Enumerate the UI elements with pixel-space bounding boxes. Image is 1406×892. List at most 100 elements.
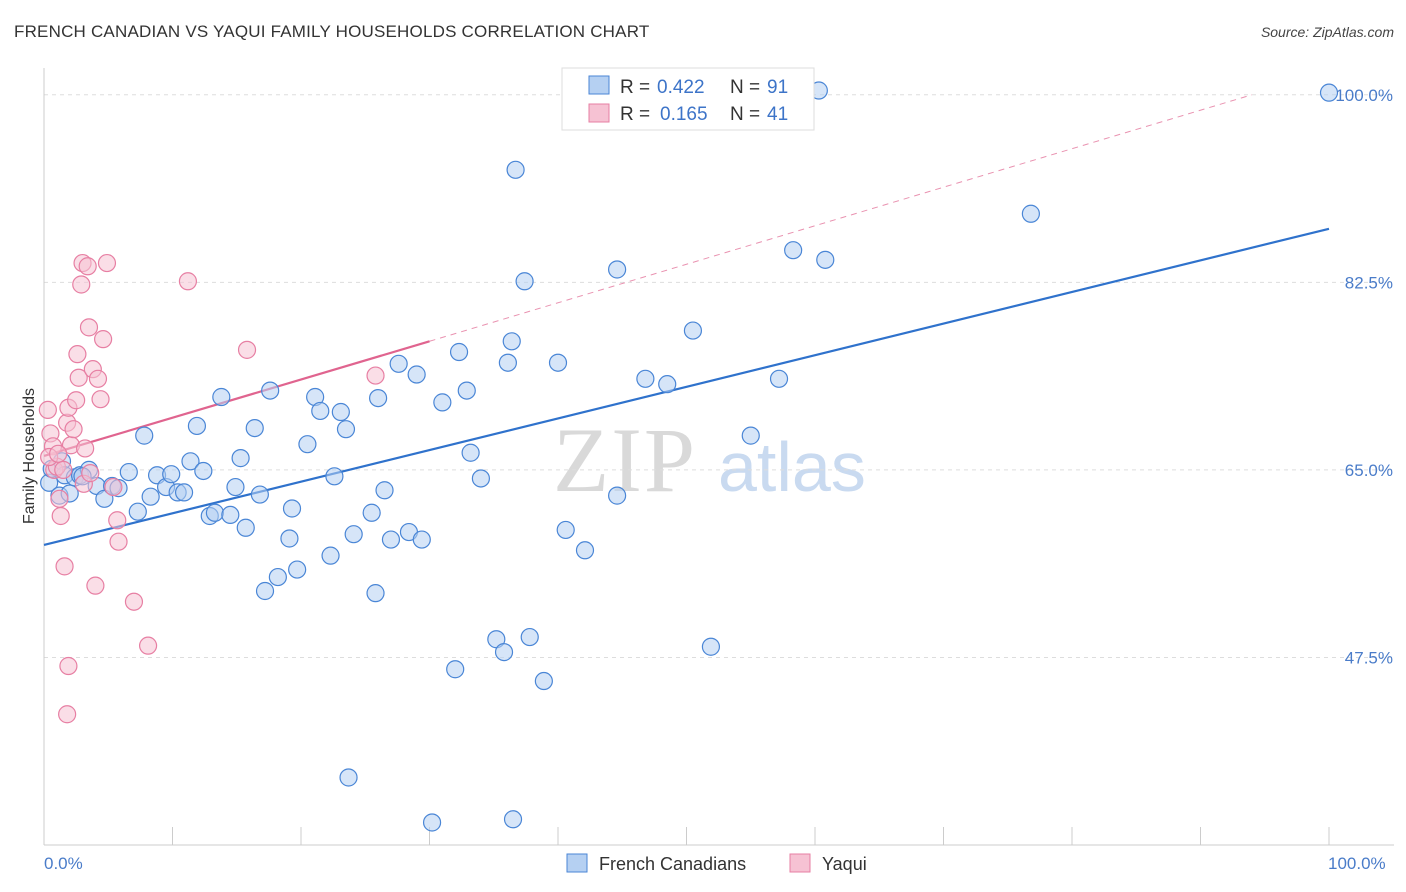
point-french-canadians-26 bbox=[205, 503, 225, 522]
point-french-canadians-52 bbox=[381, 530, 401, 549]
point-french-canadians-14 bbox=[128, 502, 147, 521]
point-french-canadians-71 bbox=[548, 353, 568, 372]
point-french-canadians-62 bbox=[471, 469, 490, 488]
point-yaqui-27 bbox=[94, 330, 113, 349]
point-yaqui-30 bbox=[108, 511, 127, 530]
point-french-canadians-19 bbox=[162, 465, 181, 484]
point-french-canadians-48 bbox=[362, 503, 381, 522]
trend-line-yaqui bbox=[43, 340, 430, 458]
trend-extension-yaqui bbox=[429, 94, 1253, 342]
point-french-canadians-29 bbox=[226, 477, 245, 497]
point-french-canadians-40 bbox=[298, 435, 317, 454]
point-french-canadians-37 bbox=[280, 529, 299, 548]
point-french-canadians-35 bbox=[261, 381, 280, 400]
point-yaqui-22 bbox=[81, 464, 100, 483]
point-yaqui-34 bbox=[178, 272, 198, 291]
point-yaqui-32 bbox=[124, 592, 144, 611]
x-tick-label-min: 0.0% bbox=[44, 854, 83, 873]
point-yaqui-29 bbox=[104, 477, 123, 497]
point-french-canadians-38 bbox=[282, 499, 302, 518]
point-french-canadians-75 bbox=[608, 486, 627, 505]
series-legend-swatch-yaqui bbox=[789, 853, 811, 873]
point-french-canadians-33 bbox=[250, 485, 269, 504]
point-french-canadians-53 bbox=[389, 354, 408, 373]
point-french-canadians-66 bbox=[502, 332, 521, 351]
series-legend-label-yaqui: Yaqui bbox=[822, 854, 867, 874]
point-french-canadians-34 bbox=[255, 581, 275, 601]
point-yaqui-28 bbox=[97, 253, 117, 273]
point-yaqui-21 bbox=[79, 318, 99, 337]
legend-r-label-2: R = bbox=[620, 104, 650, 125]
point-french-canadians-57 bbox=[433, 393, 452, 412]
legend-r-value-1: 0.422 bbox=[657, 77, 705, 98]
point-french-canadians-65 bbox=[498, 353, 517, 372]
point-french-canadians-85 bbox=[1021, 204, 1040, 223]
point-french-canadians-45 bbox=[331, 402, 350, 422]
y-tick-label-2: 82.5% bbox=[1345, 273, 1393, 292]
point-french-canadians-69 bbox=[520, 627, 539, 647]
legend-n-label-1: N = bbox=[730, 77, 760, 98]
series-legend-swatch-french-canadians bbox=[566, 853, 588, 873]
point-french-canadians-67 bbox=[506, 160, 525, 179]
point-yaqui-31 bbox=[109, 532, 128, 551]
point-french-canadians-43 bbox=[321, 546, 340, 565]
y-axis-title: Family Households bbox=[21, 388, 38, 524]
watermark-atlas: atlas bbox=[718, 428, 866, 506]
point-french-canadians-22 bbox=[181, 452, 200, 471]
legend-n-label-2: N = bbox=[730, 104, 760, 125]
y-tick-label-1: 65.0% bbox=[1345, 461, 1393, 480]
point-french-canadians-49 bbox=[366, 584, 385, 603]
point-french-canadians-82 bbox=[784, 241, 803, 260]
point-yaqui-19 bbox=[76, 439, 95, 458]
point-french-canadians-64 bbox=[494, 642, 514, 662]
point-french-canadians-78 bbox=[683, 321, 703, 340]
point-french-canadians-28 bbox=[221, 505, 240, 525]
point-french-canadians-15 bbox=[135, 426, 154, 445]
point-french-canadians-70 bbox=[534, 671, 553, 691]
point-french-canadians-88 bbox=[422, 813, 442, 832]
point-yaqui-37 bbox=[59, 656, 78, 676]
point-french-canadians-76 bbox=[636, 369, 655, 388]
point-french-canadians-86 bbox=[1319, 83, 1339, 102]
point-french-canadians-68 bbox=[515, 272, 534, 291]
point-yaqui-6 bbox=[51, 506, 70, 526]
point-yaqui-26 bbox=[91, 390, 110, 409]
series-legend-label-french-canadians: French Canadians bbox=[599, 854, 746, 874]
point-yaqui-38 bbox=[58, 705, 77, 724]
y-axis-tick-labels: 47.5% 65.0% 82.5% 100.0% bbox=[1335, 86, 1393, 668]
point-french-canadians-81 bbox=[769, 369, 789, 388]
point-french-canadians-16 bbox=[141, 487, 160, 506]
point-yaqui-24 bbox=[86, 576, 105, 595]
point-french-canadians-73 bbox=[575, 541, 595, 560]
point-french-canadians-47 bbox=[344, 525, 363, 544]
legend-n-value-1: 91 bbox=[767, 77, 788, 98]
point-french-canadians-44 bbox=[325, 467, 344, 486]
point-french-canadians-24 bbox=[194, 461, 213, 481]
point-french-canadians-23 bbox=[187, 416, 207, 436]
point-yaqui-14 bbox=[68, 345, 87, 364]
point-yaqui-7 bbox=[54, 460, 73, 479]
point-french-canadians-89 bbox=[503, 810, 523, 829]
point-french-canadians-61 bbox=[461, 443, 480, 462]
grid-lines bbox=[44, 94, 1394, 658]
point-french-canadians-84 bbox=[816, 250, 835, 269]
x-tick-label-max: 100.0% bbox=[1328, 854, 1386, 873]
legend-n-value-2: 41 bbox=[767, 104, 788, 125]
point-yaqui-35 bbox=[237, 340, 257, 359]
point-french-canadians-74 bbox=[608, 260, 627, 279]
point-french-canadians-21 bbox=[174, 483, 194, 502]
legend-r-label-1: R = bbox=[620, 77, 650, 98]
x-axis-ticks bbox=[43, 827, 1330, 845]
point-yaqui-8 bbox=[55, 557, 74, 576]
point-yaqui-15 bbox=[69, 368, 88, 387]
point-french-canadians-77 bbox=[658, 375, 677, 394]
point-french-canadians-51 bbox=[375, 481, 394, 500]
point-french-canadians-72 bbox=[556, 520, 575, 540]
point-french-canadians-80 bbox=[741, 426, 760, 445]
point-french-canadians-60 bbox=[457, 381, 476, 400]
point-yaqui-25 bbox=[88, 369, 108, 388]
legend-r-value-2: 0.165 bbox=[660, 104, 708, 125]
point-french-canadians-79 bbox=[701, 637, 721, 656]
watermark: ZIP atlas bbox=[553, 409, 866, 511]
point-yaqui-36 bbox=[366, 366, 385, 385]
